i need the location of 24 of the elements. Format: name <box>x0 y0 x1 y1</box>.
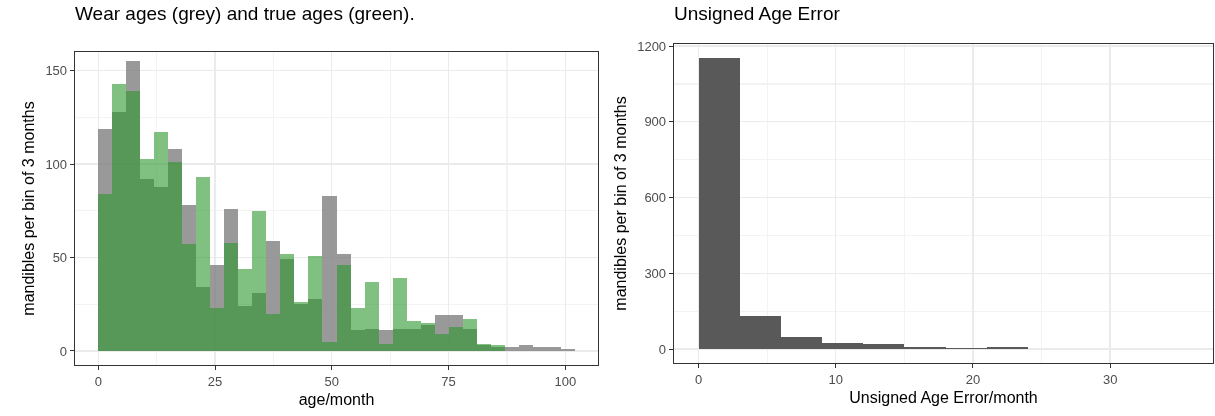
chart-title: Wear ages (grey) and true ages (green). <box>75 2 415 24</box>
x-tick-label: 0 <box>94 373 102 389</box>
x-tick-label: 50 <box>324 373 340 389</box>
x-tick-label: 30 <box>1102 371 1118 387</box>
y-tick-label: 0 <box>59 343 68 359</box>
x-tick-label: 100 <box>554 373 577 389</box>
y-tick-label: 0 <box>658 341 667 357</box>
x-tick-label: 20 <box>965 371 981 387</box>
y-tick-label: 50 <box>52 250 68 266</box>
x-tick-label: 10 <box>828 371 844 387</box>
x-axis-title: Unsigned Age Error/month <box>849 389 1038 407</box>
y-tick-label: 1200 <box>637 38 667 54</box>
y-tick-label: 150 <box>45 63 68 79</box>
y-tick-label: 300 <box>644 265 667 281</box>
y-tick-label: 900 <box>644 114 667 130</box>
x-tick-label: 75 <box>441 373 456 389</box>
y-axis-title: mandibles per bin of 3 months <box>612 96 630 311</box>
y-axis-title: mandibles per bin of 3 months <box>20 101 38 316</box>
x-tick-label: 0 <box>695 371 703 387</box>
y-tick-label: 100 <box>45 156 68 172</box>
x-axis-title: age/month <box>298 391 375 409</box>
y-tick-label: 600 <box>644 190 667 206</box>
x-tick-label: 25 <box>207 373 223 389</box>
chart-title: Unsigned Age Error <box>674 2 841 24</box>
